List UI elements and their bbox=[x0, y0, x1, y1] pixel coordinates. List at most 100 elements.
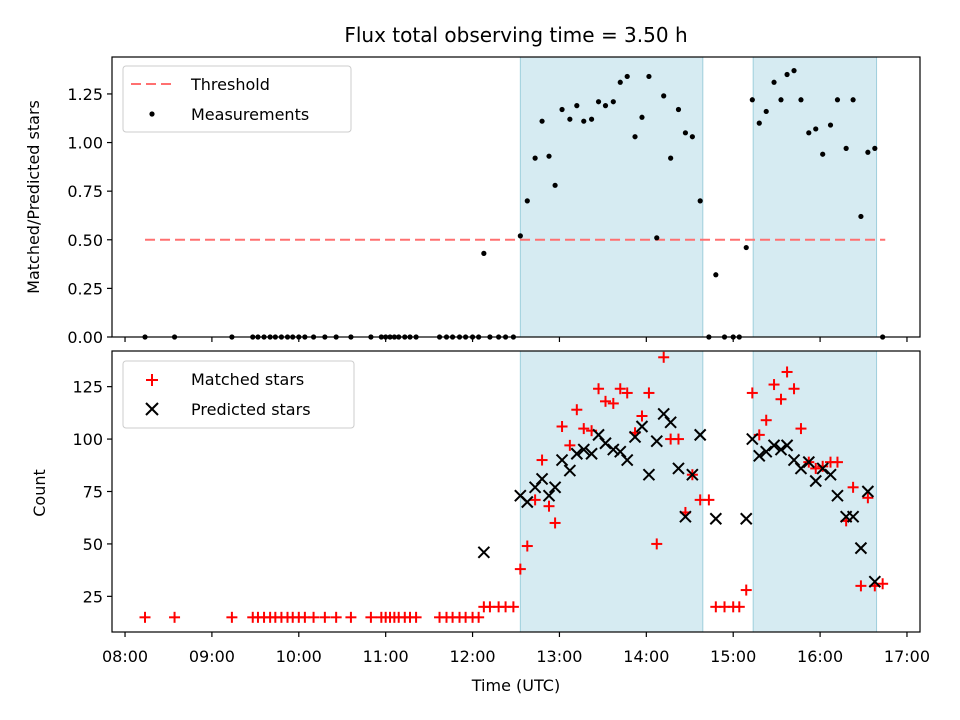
matched-star-point bbox=[578, 423, 590, 435]
measurement-point bbox=[784, 71, 790, 78]
legend-predicted-swatch bbox=[145, 402, 159, 416]
measurement-point bbox=[778, 97, 784, 103]
x-tick-label: 09:00 bbox=[189, 647, 235, 666]
observing-window-band bbox=[752, 350, 878, 633]
top-legend: Threshold Measurements bbox=[122, 65, 352, 133]
measurement-point bbox=[661, 93, 667, 99]
predicted-star-point bbox=[628, 430, 642, 444]
x-axis-label: Time (UTC) bbox=[471, 676, 560, 695]
measurement-point bbox=[865, 149, 871, 155]
predicted-star-point bbox=[664, 416, 677, 429]
matched-star-point bbox=[760, 414, 772, 426]
y-tick-label: 0.75 bbox=[67, 182, 103, 201]
matched-star-point bbox=[643, 387, 655, 399]
matched-star-point bbox=[781, 366, 793, 378]
predicted-star-point bbox=[548, 481, 562, 494]
matched-star-point bbox=[593, 383, 605, 395]
matched-star-point bbox=[543, 500, 555, 512]
bottom-x-axis: 08:00 09:00 10:00 11:00 12:00 13:00 14:00 15:00… bbox=[102, 632, 930, 666]
predicted-star-point bbox=[570, 447, 584, 460]
observing-window-band bbox=[519, 56, 704, 338]
measurement-point bbox=[689, 134, 695, 140]
predicted-star-point bbox=[607, 443, 620, 456]
measurement-point bbox=[668, 155, 674, 161]
x-tick-label: 11:00 bbox=[363, 647, 409, 666]
matched-star-point bbox=[614, 383, 626, 395]
matched-star-point bbox=[549, 517, 561, 529]
x-tick-label: 12:00 bbox=[450, 647, 496, 666]
y-tick-label: 0.50 bbox=[67, 231, 103, 250]
predicted-star-point bbox=[592, 428, 605, 442]
measurement-point bbox=[481, 250, 487, 256]
measurement-point bbox=[791, 68, 797, 74]
matched-star-point bbox=[308, 611, 320, 623]
matched-star-point bbox=[817, 460, 829, 472]
legend-measurements-swatch bbox=[149, 111, 155, 117]
predicted-star-point bbox=[521, 495, 534, 509]
chart-title: Flux total observing time = 3.50 h bbox=[344, 23, 687, 47]
matched-star-point bbox=[775, 393, 787, 405]
x-tick-label: 16:00 bbox=[797, 647, 843, 666]
predicted-star-point bbox=[693, 428, 707, 442]
measurement-point bbox=[834, 97, 841, 103]
bottom-observing-windows bbox=[519, 350, 878, 633]
x-tick-label: 10:00 bbox=[276, 647, 322, 666]
matched-star-point bbox=[564, 439, 576, 451]
matched-star-point bbox=[658, 351, 670, 363]
matched-star-point bbox=[831, 456, 843, 468]
predicted-star-point bbox=[599, 437, 612, 450]
predicted-star-point bbox=[794, 462, 808, 475]
top-y-axis-label: Matched/Predicted stars bbox=[24, 100, 43, 294]
matched-stars-points bbox=[139, 351, 889, 623]
measurement-point bbox=[843, 145, 849, 151]
measurement-point bbox=[850, 97, 856, 103]
predicted-star-point bbox=[657, 407, 670, 421]
predicted-star-point bbox=[477, 546, 491, 559]
predicted-star-point bbox=[816, 462, 829, 475]
legend-matched-swatch bbox=[146, 374, 158, 386]
matched-star-point bbox=[810, 462, 822, 474]
y-tick-label: 1.25 bbox=[67, 85, 103, 104]
matched-star-point bbox=[740, 584, 752, 596]
predicted-star-point bbox=[861, 485, 875, 498]
matched-star-point bbox=[607, 397, 619, 409]
measurement-point bbox=[697, 198, 703, 204]
measurement-point bbox=[567, 116, 573, 122]
measurement-point bbox=[771, 79, 777, 85]
measurement-point bbox=[820, 151, 826, 157]
predicted-star-point bbox=[824, 468, 837, 481]
matched-star-point bbox=[788, 383, 800, 395]
measurement-point bbox=[654, 235, 660, 241]
matched-star-point bbox=[768, 379, 780, 391]
bottom-y-axis: 25 50 75 100 125 bbox=[72, 378, 112, 606]
measurement-point bbox=[798, 97, 804, 103]
matched-star-point bbox=[862, 492, 874, 504]
predicted-star-point bbox=[577, 443, 590, 456]
matched-star-point bbox=[507, 601, 519, 613]
legend-threshold-label: Threshold bbox=[190, 75, 270, 94]
predicted-star-point bbox=[787, 453, 801, 467]
predicted-star-point bbox=[635, 420, 649, 433]
predicted-star-point bbox=[686, 468, 699, 481]
matched-star-point bbox=[847, 481, 859, 493]
predicted-star-point bbox=[868, 575, 882, 588]
measurement-point bbox=[675, 106, 682, 113]
matched-star-point bbox=[514, 563, 526, 575]
measurement-point bbox=[581, 118, 587, 124]
matched-star-point bbox=[855, 580, 867, 592]
measurement-point bbox=[632, 134, 638, 140]
predicted-star-point bbox=[774, 443, 788, 456]
predicted-star-point bbox=[563, 464, 577, 477]
matched-star-point bbox=[345, 611, 357, 623]
measurement-point bbox=[532, 155, 538, 161]
top-plot-frame bbox=[111, 56, 921, 338]
measurement-point bbox=[610, 99, 616, 105]
predicted-star-point bbox=[528, 481, 542, 494]
measurement-point bbox=[617, 79, 623, 85]
measurement-point bbox=[827, 122, 834, 128]
predicted-star-point bbox=[780, 439, 794, 452]
matched-star-point bbox=[365, 611, 377, 623]
measurement-point bbox=[646, 73, 652, 80]
y-tick-label: 0.25 bbox=[67, 279, 103, 298]
